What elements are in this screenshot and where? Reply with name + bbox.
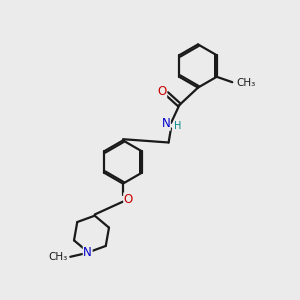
Text: N: N xyxy=(161,117,170,130)
Text: H: H xyxy=(174,121,181,131)
Text: O: O xyxy=(124,193,133,206)
Text: O: O xyxy=(158,85,166,98)
Text: CH₃: CH₃ xyxy=(236,78,255,88)
Text: N: N xyxy=(83,246,92,260)
Text: CH₃: CH₃ xyxy=(49,252,68,262)
